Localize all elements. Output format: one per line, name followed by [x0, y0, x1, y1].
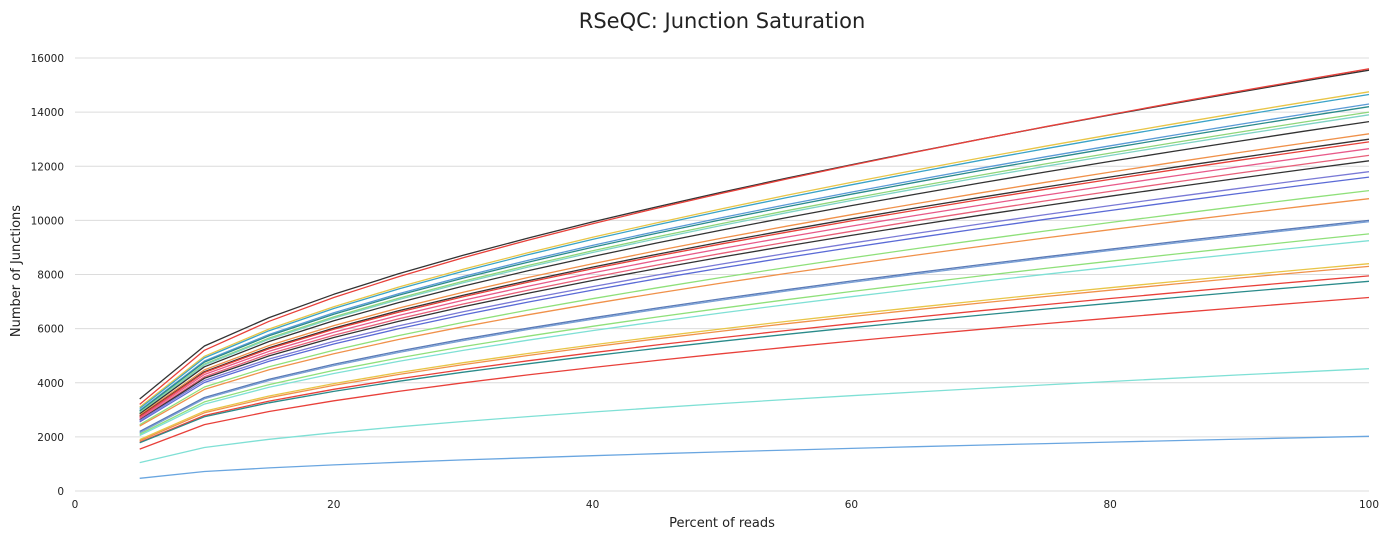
series-line-11: [139, 138, 1370, 417]
series-line-10: [139, 133, 1370, 416]
y-axis-label: Number of Junctions: [9, 205, 24, 337]
series-line-17: [139, 176, 1370, 423]
series-line-30: [139, 435, 1370, 479]
x-tick-label: 40: [586, 499, 599, 511]
y-tick-label: 4000: [37, 378, 64, 390]
x-tick-label: 100: [1359, 499, 1379, 511]
x-tick-label: 80: [1104, 499, 1117, 511]
series-line-20: [139, 219, 1370, 433]
y-tick-label: 8000: [37, 270, 64, 282]
y-tick-label: 12000: [31, 161, 64, 173]
y-tick-label: 0: [57, 486, 64, 498]
chart-title: RSeQC: Junction Saturation: [579, 9, 866, 33]
series-line-13: [139, 148, 1370, 419]
x-tick-label: 0: [72, 499, 79, 511]
series-line-9: [139, 120, 1370, 415]
series-line-16: [139, 171, 1370, 422]
series-line-15: [139, 160, 1370, 421]
series-line-3: [139, 91, 1370, 408]
y-axis-ticks: 0 2000 4000 6000 8000 10000 12000 14000 16000: [31, 53, 64, 498]
series-line-6: [139, 106, 1370, 412]
x-tick-label: 20: [327, 499, 340, 511]
series-line-25: [139, 265, 1370, 442]
series-line-8: [139, 114, 1370, 414]
series-line-21: [139, 221, 1370, 434]
series-line-12: [139, 141, 1370, 418]
series-line-27: [139, 280, 1370, 444]
x-axis-label: Percent of reads: [669, 516, 775, 531]
series-lines: [139, 68, 1370, 479]
series-line-26: [139, 275, 1370, 443]
series-line-24: [139, 263, 1370, 441]
series-line-7: [139, 111, 1370, 414]
series-line-18: [139, 189, 1370, 426]
gridlines: [75, 57, 1369, 492]
y-tick-label: 6000: [37, 324, 64, 336]
series-line-29: [139, 368, 1370, 464]
y-tick-label: 2000: [37, 432, 64, 444]
series-line-19: [139, 198, 1370, 427]
series-line-23: [139, 240, 1370, 437]
series-line-22: [139, 233, 1370, 435]
series-line-5: [139, 103, 1370, 411]
x-tick-label: 60: [845, 499, 858, 511]
series-line-2: [139, 68, 1370, 405]
series-line-1: [139, 69, 1370, 400]
y-tick-label: 14000: [31, 107, 64, 119]
x-axis-ticks: 0 20 40 60 80 100: [72, 499, 1379, 511]
series-line-28: [139, 296, 1370, 450]
y-tick-label: 16000: [31, 53, 64, 65]
y-tick-label: 10000: [31, 215, 64, 227]
series-line-4: [139, 93, 1370, 410]
series-line-14: [139, 154, 1370, 420]
